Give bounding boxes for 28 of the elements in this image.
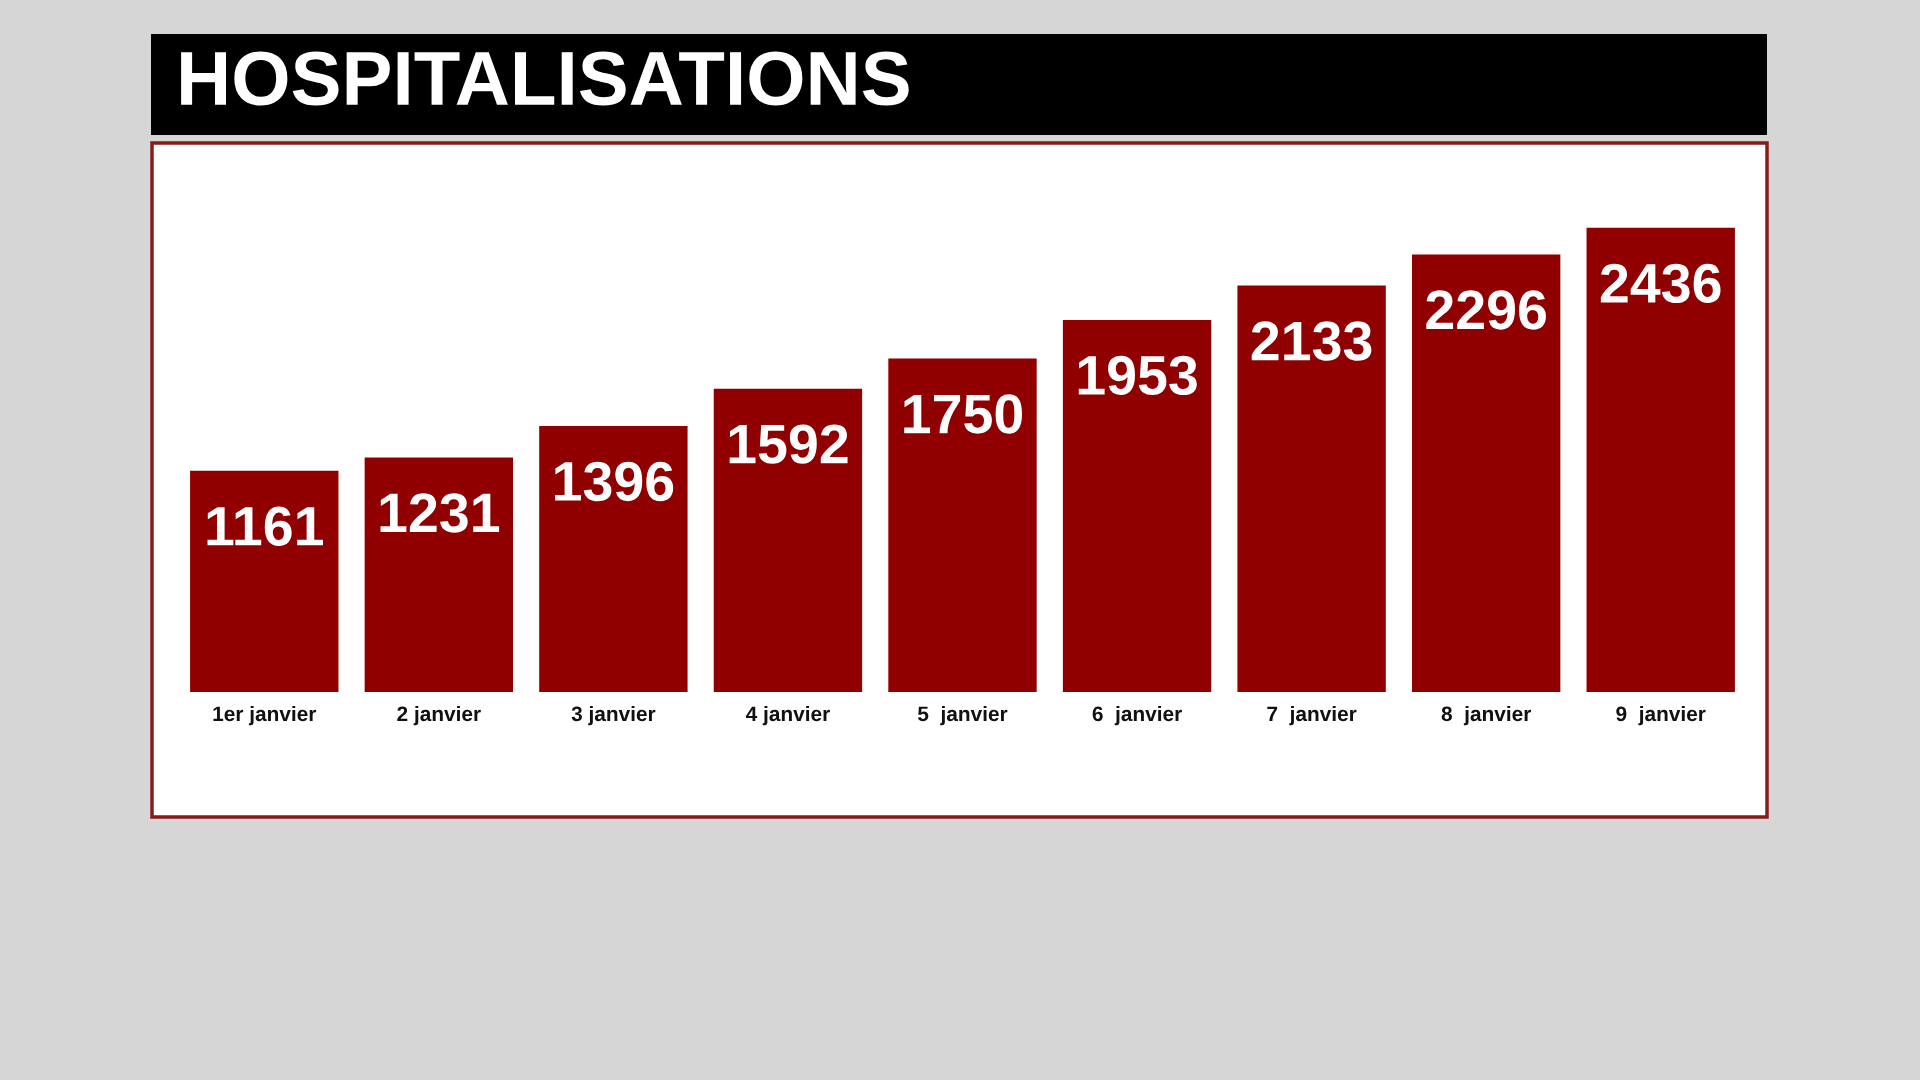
data-label: 2436: [1600, 263, 1721, 304]
data-label: 1231: [380, 493, 500, 533]
x-tick-label: 3 janvier: [571, 705, 656, 726]
bar: [1237, 285, 1386, 692]
bar: [888, 358, 1037, 692]
data-label: 2133: [1251, 321, 1372, 361]
x-tick-label: 4 janvier: [745, 705, 830, 726]
bar: [713, 388, 863, 692]
bar: [539, 426, 688, 692]
bar: [1586, 227, 1735, 692]
data-label: 1750: [904, 394, 1023, 434]
x-tick-label: 8 janvier: [1441, 705, 1532, 726]
bar: [364, 457, 514, 692]
x-tick-label: 1er janvier: [213, 705, 317, 726]
data-label: 1161: [207, 506, 323, 546]
chart-title: HOSPITALISATIONS: [181, 51, 909, 106]
x-tick-label: 6 janvier: [1092, 705, 1182, 726]
bar: [1411, 254, 1561, 692]
x-tick-label: 2 janvier: [397, 705, 481, 726]
x-tick-label: 9 janvier: [1616, 705, 1706, 726]
data-label: 1592: [729, 424, 848, 464]
data-label: 1953: [1078, 355, 1197, 396]
bar: [190, 470, 339, 692]
data-label: 2296: [1426, 290, 1546, 330]
data-label: 1396: [555, 461, 674, 502]
x-tick-label: 7 janvier: [1267, 705, 1357, 726]
bar: [1062, 319, 1212, 692]
x-tick-label: 5 janvier: [917, 705, 1008, 726]
